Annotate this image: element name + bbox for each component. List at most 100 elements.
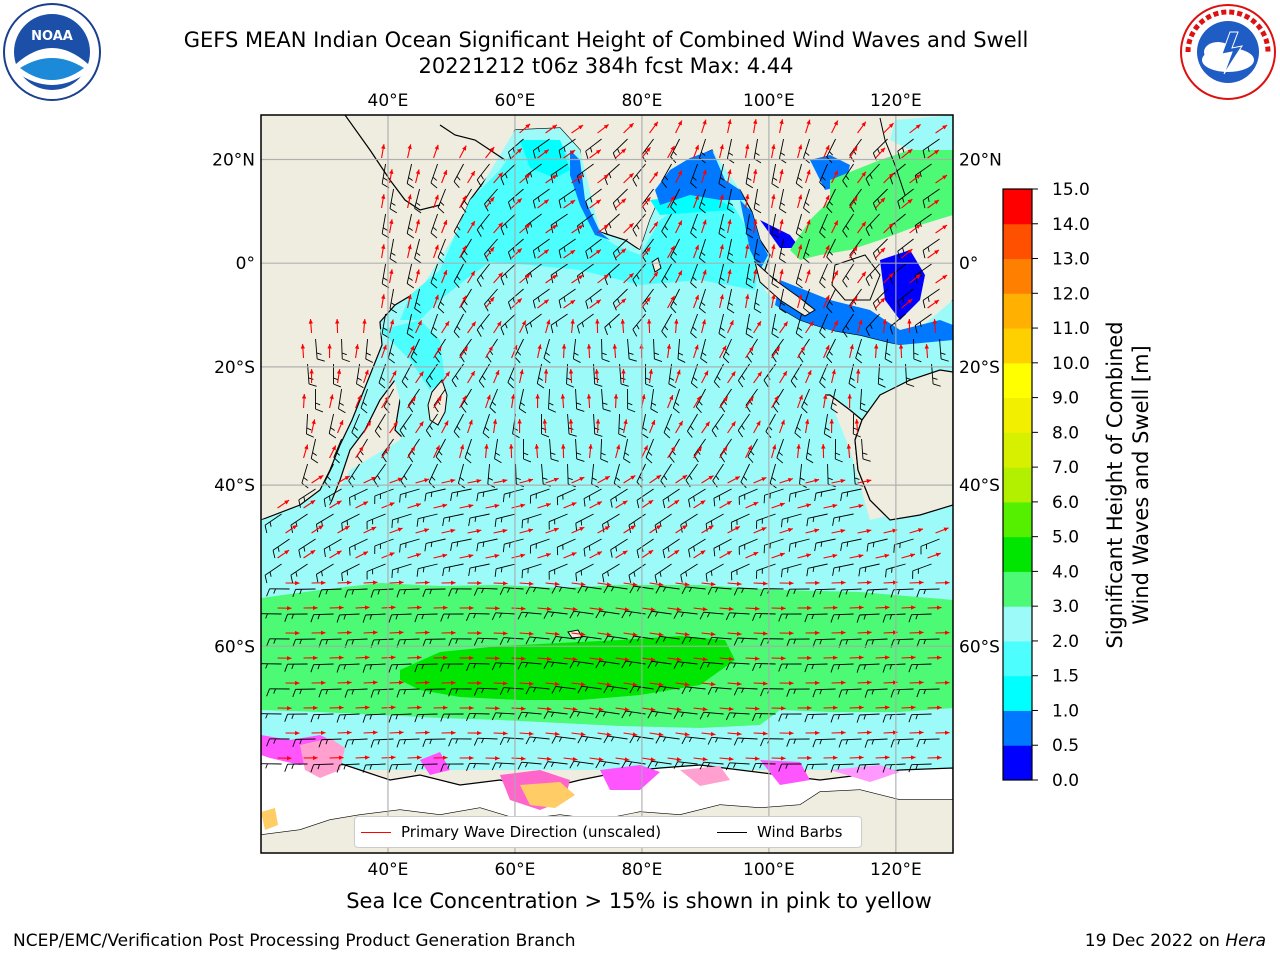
- wind-barb-flag: [718, 283, 726, 289]
- wind-barb-flag: [583, 548, 586, 557]
- wind-barb-staff: [543, 338, 550, 359]
- wind-barb-flag: [805, 201, 810, 206]
- wave-arrow-head: [624, 607, 630, 612]
- wind-barb-flag: [448, 688, 452, 697]
- wave-arrow-head: [855, 369, 861, 374]
- wind-barb-staff: [484, 238, 498, 255]
- wind-barb-staff: [381, 163, 387, 184]
- colorbar-tick-label: 5.0: [1052, 528, 1079, 548]
- wind-barb-flag: [406, 283, 415, 289]
- wind-barb-flag: [569, 711, 575, 719]
- wind-barb-flag: [264, 525, 268, 534]
- wind-barb-flag: [927, 196, 930, 202]
- wind-barb-flag: [699, 761, 705, 770]
- wave-arrow-head: [807, 755, 812, 761]
- wind-barb-staff: [555, 686, 576, 690]
- wind-barb-flag: [865, 228, 870, 237]
- wave-arrow-head: [595, 419, 601, 424]
- wind-barb-flag: [377, 639, 381, 645]
- wave-arrow-head: [840, 730, 846, 735]
- wind-barb-staff: [711, 413, 724, 431]
- wind-barb-flag: [388, 614, 393, 623]
- wind-barb-flag: [555, 221, 558, 227]
- wind-barb-staff: [841, 538, 862, 544]
- wind-barb-staff: [618, 413, 621, 435]
- wave-arrow-head: [477, 630, 482, 636]
- wave-arrow-head: [398, 580, 404, 585]
- wave-arrow-head: [756, 321, 762, 327]
- wind-barb-flag: [688, 587, 693, 593]
- wind-barb-flag: [741, 738, 744, 744]
- wave-arrow-head: [528, 731, 534, 736]
- colorbar-segment: [1003, 397, 1032, 433]
- wave-arrow-head: [598, 757, 604, 762]
- wind-barb-flag: [370, 689, 375, 698]
- wave-arrow-head: [552, 274, 557, 280]
- wind-barb-flag: [720, 177, 725, 181]
- australia: [854, 369, 953, 521]
- wave-arrow-head: [670, 446, 676, 452]
- wave-arrow-head: [670, 245, 675, 251]
- wind-barb-flag: [377, 475, 381, 480]
- wind-barb-flag: [576, 408, 585, 412]
- wave-arrow-head: [840, 630, 846, 635]
- wave-arrow-head: [728, 656, 734, 662]
- wind-barb-flag: [878, 383, 886, 388]
- wind-barb-flag: [315, 402, 321, 406]
- wind-barb-flag: [303, 477, 308, 481]
- wave-arrow-head: [389, 502, 395, 507]
- wind-barb-flag: [507, 637, 511, 643]
- wind-barb-flag: [435, 456, 442, 463]
- wind-barb-flag: [741, 688, 744, 694]
- wave-arrow-head: [756, 420, 761, 426]
- wave-arrow-head: [390, 705, 396, 710]
- wind-barb-staff: [914, 263, 932, 276]
- wind-barb-flag: [919, 271, 922, 278]
- wave-arrow-head: [829, 419, 834, 424]
- wind-barb-flag: [785, 763, 788, 769]
- wind-barb-flag: [399, 544, 401, 553]
- wind-barb-flag: [306, 433, 314, 438]
- wind-barb-flag: [690, 232, 697, 239]
- colorbar-segment: [1003, 501, 1032, 538]
- wind-barb-flag: [292, 589, 296, 598]
- wind-barb-flag: [692, 226, 697, 231]
- wind-barb-flag: [404, 376, 409, 381]
- wave-arrow-head: [570, 200, 576, 205]
- wave-arrow-head: [416, 655, 422, 660]
- wind-barb-flag: [864, 739, 869, 748]
- wave-arrow-head: [670, 145, 675, 151]
- wave-arrow-head: [494, 706, 500, 711]
- wave-arrow-head: [861, 171, 866, 177]
- wave-arrow-head: [528, 528, 534, 533]
- wind-barb-flag: [636, 636, 641, 642]
- wind-barb-staff: [815, 738, 836, 741]
- wind-barb-flag: [771, 283, 779, 289]
- wave-arrow-head: [924, 344, 929, 349]
- wind-barb-flag: [688, 687, 693, 693]
- wave-arrow-head: [510, 394, 516, 399]
- wave-arrow-head: [331, 445, 336, 451]
- wind-barb-flag: [603, 585, 609, 594]
- wind-barb-staff: [328, 413, 334, 434]
- wave-arrow-head: [935, 552, 941, 557]
- wind-barb-staff: [819, 213, 828, 233]
- wind-barb-staff: [677, 711, 698, 715]
- wave-arrow-head: [586, 394, 592, 399]
- wind-barb-staff: [453, 263, 464, 282]
- wind-barb-flag: [692, 376, 698, 381]
- wave-arrow-head: [287, 605, 292, 611]
- wind-barb-flag: [780, 252, 786, 256]
- wind-barb-staff: [425, 488, 446, 494]
- wind-barb-flag: [343, 714, 347, 720]
- wind-barb-staff: [365, 713, 386, 716]
- wind-barb-flag: [284, 764, 288, 772]
- wind-barb-staff: [298, 488, 316, 501]
- wave-arrow-head: [757, 371, 762, 377]
- wave-arrow-head: [806, 219, 811, 225]
- wave-arrow-head: [789, 631, 794, 636]
- wind-barb-flag: [793, 375, 798, 381]
- wind-barb-staff: [872, 188, 888, 204]
- wind-barb-flag: [408, 227, 413, 231]
